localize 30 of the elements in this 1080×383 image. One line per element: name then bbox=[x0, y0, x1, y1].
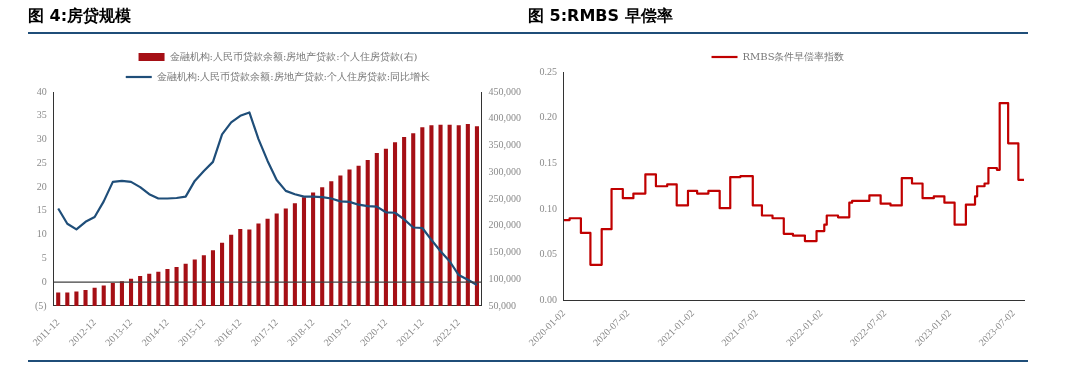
y2-tick-label: 200,000 bbox=[488, 219, 521, 231]
y-tick-label: 0 bbox=[41, 275, 47, 287]
legend-label: 金融机构:人民币贷款余额:房地产贷款:个人住房贷款:同比增长 bbox=[156, 70, 431, 82]
chart-title: 图 5:RMBS 早偿率 bbox=[528, 0, 1028, 34]
y2-tick-label: 250,000 bbox=[488, 192, 521, 204]
y-tick-label: 35 bbox=[36, 109, 47, 121]
y2-tick-label: 400,000 bbox=[488, 112, 521, 124]
y2-tick-label: 100,000 bbox=[488, 272, 521, 284]
y-tick-label: 0.05 bbox=[539, 248, 557, 260]
y-tick-label: 15 bbox=[36, 204, 47, 216]
y-tick-label: 0.15 bbox=[539, 157, 557, 169]
y2-tick-label: 300,000 bbox=[488, 165, 521, 177]
y2-tick-label: 450,000 bbox=[488, 85, 521, 97]
y-tick-label: 20 bbox=[36, 180, 47, 192]
y2-tick-label: 350,000 bbox=[488, 139, 521, 151]
y-tick-label: 0.25 bbox=[539, 65, 557, 77]
y-tick-label: 0.10 bbox=[539, 202, 557, 214]
y2-tick-label: 150,000 bbox=[488, 246, 521, 258]
y-tick-label: 5 bbox=[41, 252, 47, 264]
y-tick-label: 25 bbox=[36, 156, 47, 168]
legend-label: 金融机构:人民币贷款余额:房地产贷款:个人住房贷款(右) bbox=[169, 50, 418, 62]
legend-label: RMBS条件早偿率指数 bbox=[742, 50, 845, 62]
y-tick-label: 10 bbox=[36, 228, 47, 240]
y-tick-label: 30 bbox=[36, 133, 47, 145]
chart-title: 图 4:房贷规模 bbox=[28, 0, 528, 34]
y-tick-label: 40 bbox=[36, 85, 47, 97]
y-tick-label: 0.00 bbox=[539, 294, 557, 306]
y2-tick-label: 50,000 bbox=[488, 299, 516, 311]
y-tick-label: 0.20 bbox=[539, 111, 557, 123]
y-tick-label: (5) bbox=[34, 299, 47, 312]
